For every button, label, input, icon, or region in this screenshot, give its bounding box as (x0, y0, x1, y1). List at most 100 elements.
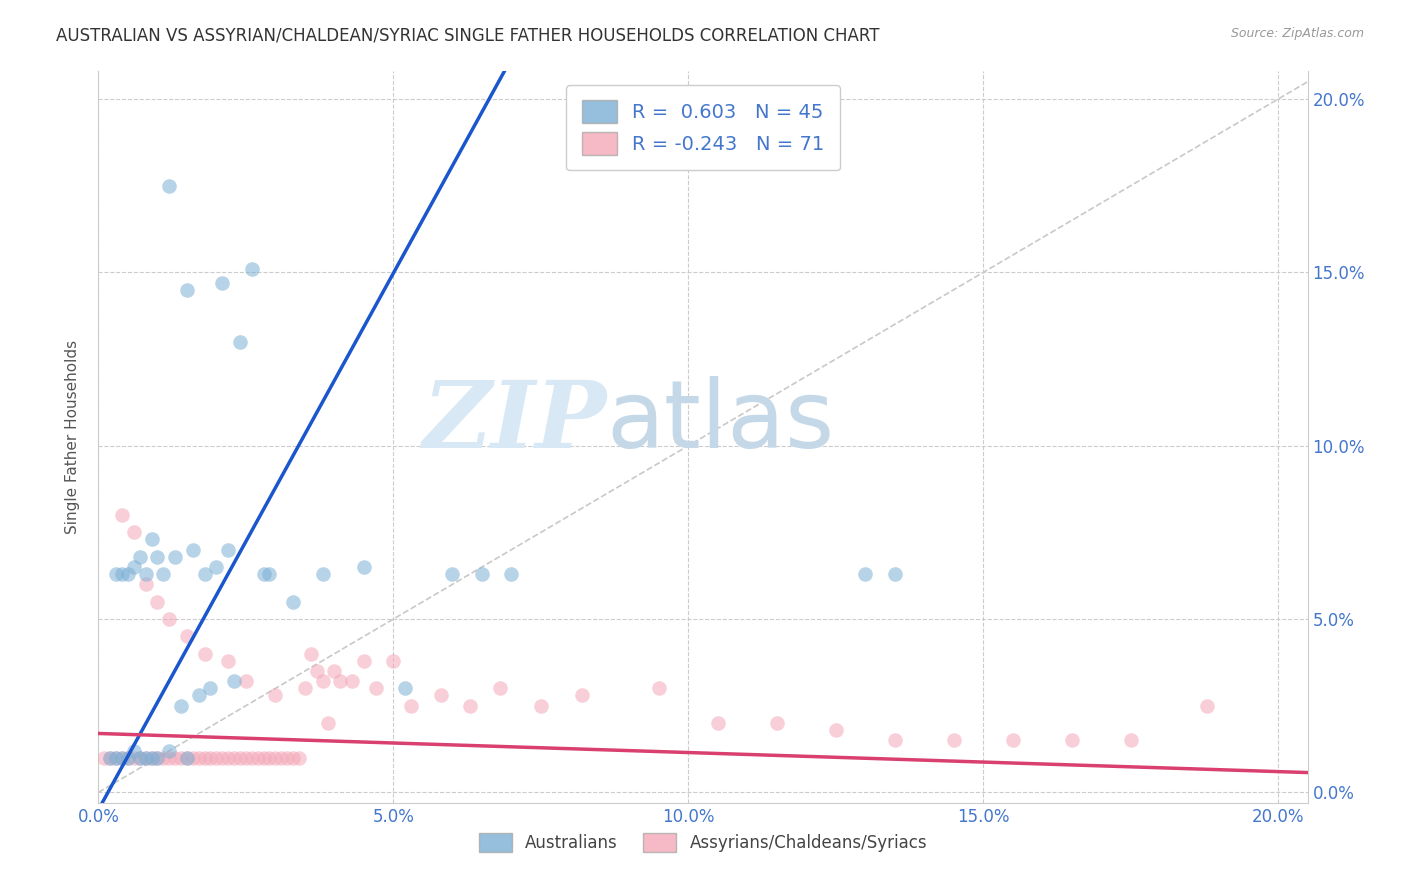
Point (259, 567, 281, 582)
Point (205, 750, 228, 764)
Point (1197, 698, 1219, 713)
Point (1001, 733, 1024, 747)
Point (146, 750, 169, 764)
Point (706, 716, 728, 731)
Point (135, 567, 157, 582)
Point (488, 681, 510, 696)
Legend: Australians, Assyrians/Chaldeans/Syriacs: Australians, Assyrians/Chaldeans/Syriacs (471, 824, 935, 860)
Point (157, 612, 180, 626)
Point (111, 750, 134, 764)
Point (93, 750, 115, 764)
Point (399, 698, 422, 713)
Point (111, 567, 134, 582)
Point (501, 567, 523, 582)
Point (441, 567, 464, 582)
Point (240, 262, 263, 277)
Point (318, 716, 340, 731)
Point (165, 549, 187, 564)
Point (141, 533, 163, 547)
Point (205, 560, 228, 574)
Point (176, 750, 198, 764)
Point (128, 750, 150, 764)
Point (276, 750, 298, 764)
Point (122, 750, 145, 764)
Point (98, 750, 121, 764)
Point (353, 654, 375, 668)
Point (194, 647, 217, 661)
Point (429, 689, 451, 703)
Point (217, 542, 239, 557)
Point (157, 178, 180, 193)
Point (217, 654, 239, 668)
Point (264, 750, 287, 764)
Point (323, 664, 346, 678)
Point (152, 750, 174, 764)
Point (883, 567, 905, 582)
Point (200, 750, 222, 764)
Point (128, 549, 150, 564)
Point (211, 276, 233, 290)
Point (170, 750, 193, 764)
Text: ZIP: ZIP (422, 377, 606, 467)
Point (117, 750, 139, 764)
Point (252, 567, 274, 582)
Point (299, 647, 322, 661)
Point (229, 334, 252, 349)
Text: AUSTRALIAN VS ASSYRIAN/CHALDEAN/SYRIAC SINGLE FATHER HOUSEHOLDS CORRELATION CHAR: AUSTRALIAN VS ASSYRIAN/CHALDEAN/SYRIAC S… (56, 27, 880, 45)
Point (281, 595, 304, 609)
Point (176, 283, 198, 297)
Point (105, 750, 128, 764)
Point (235, 674, 257, 689)
Point (853, 567, 876, 582)
Point (229, 750, 252, 764)
Point (141, 750, 163, 764)
Point (1119, 733, 1142, 747)
Point (194, 750, 217, 764)
Point (240, 750, 263, 764)
Point (217, 750, 239, 764)
Point (340, 674, 363, 689)
Point (648, 681, 671, 696)
Point (942, 733, 965, 747)
Point (394, 681, 416, 696)
Point (141, 750, 163, 764)
Point (98, 750, 121, 764)
Point (311, 674, 333, 689)
Point (152, 567, 174, 582)
Point (281, 750, 304, 764)
Point (181, 542, 204, 557)
Point (311, 567, 333, 582)
Point (122, 560, 145, 574)
Point (122, 744, 145, 758)
Point (571, 689, 593, 703)
Point (252, 750, 274, 764)
Point (135, 577, 157, 591)
Point (222, 674, 245, 689)
Point (135, 750, 157, 764)
Point (824, 723, 846, 737)
Point (329, 674, 352, 689)
Point (111, 750, 134, 764)
Point (270, 750, 292, 764)
Point (105, 567, 128, 582)
Point (176, 629, 198, 643)
Point (353, 560, 375, 574)
Point (135, 750, 157, 764)
Point (235, 750, 257, 764)
Text: atlas: atlas (606, 376, 835, 468)
Point (187, 689, 209, 703)
Point (364, 681, 387, 696)
Point (146, 549, 169, 564)
Point (246, 750, 269, 764)
Text: Source: ZipAtlas.com: Source: ZipAtlas.com (1230, 27, 1364, 40)
Point (105, 750, 128, 764)
Point (122, 525, 145, 540)
Point (264, 689, 287, 703)
Point (288, 750, 311, 764)
Point (176, 750, 198, 764)
Point (128, 750, 150, 764)
Point (382, 654, 405, 668)
Point (111, 508, 134, 522)
Point (146, 750, 169, 764)
Point (883, 733, 905, 747)
